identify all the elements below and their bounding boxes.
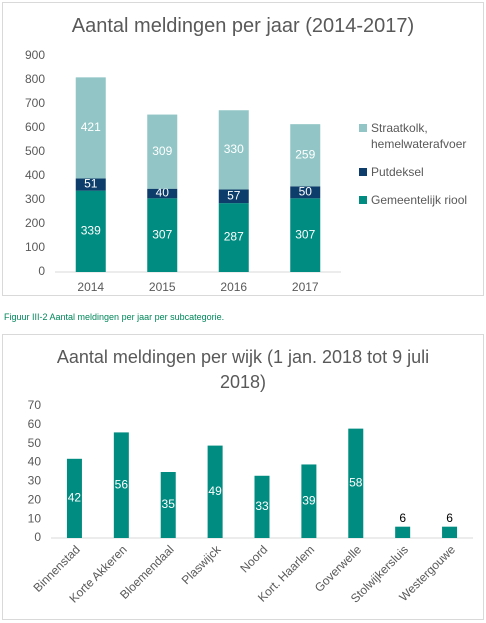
bar-segment: [75, 190, 106, 272]
y-tick-label: 60: [28, 417, 42, 431]
data-label: 6: [446, 511, 453, 525]
legend-swatch: [359, 168, 367, 176]
legend-label: Straatkolk, hemelwaterafvoer: [371, 121, 467, 151]
y-tick-label: 600: [25, 120, 45, 134]
data-label: 33: [255, 499, 269, 513]
y-tick-label: 0: [34, 530, 41, 544]
bar-segment: [290, 124, 321, 187]
y-tick-label: 800: [25, 72, 45, 86]
data-label: 307: [295, 227, 315, 241]
bar: [442, 526, 458, 538]
legend: Straatkolk, hemelwaterafvoer Putdeksel Gem…: [359, 120, 479, 220]
bar-segment: [218, 110, 249, 190]
y-tick-label: 700: [25, 96, 45, 110]
y-tick-label: 500: [25, 144, 45, 158]
bar-segment: [290, 186, 321, 199]
bar-segment: [75, 77, 106, 179]
y-tick-label: 900: [25, 48, 45, 62]
data-label: 307: [152, 227, 172, 241]
x-tick-label: Plaswijck: [179, 542, 224, 587]
chart-title: Aantal meldingen per jaar (2014-2017): [71, 15, 415, 37]
y-tick-label: 70: [28, 398, 42, 412]
bar: [395, 526, 411, 538]
chart-frame: 0 100 200 300 400 500 600 700 800 900 2014 339 51 421…: [2, 2, 484, 296]
legend-label: Putdeksel: [371, 165, 424, 179]
bar: [301, 464, 317, 538]
bar-segment: [290, 198, 321, 272]
legend-item: Straatkolk, hemelwaterafvoer: [359, 120, 479, 152]
data-label: 51: [84, 177, 98, 191]
chart: 0 100 200 300 400 500 600 700 800 900 2014 339 51 421…: [25, 48, 341, 294]
data-label: 58: [349, 475, 363, 489]
x-tick-label: Noord: [237, 542, 270, 575]
x-tick-label: 2016: [220, 280, 247, 294]
data-label: 56: [115, 477, 129, 491]
data-label: 35: [162, 497, 176, 511]
legend-swatch: [359, 196, 367, 204]
y-tick-label: 200: [25, 216, 45, 230]
data-label: 49: [208, 484, 222, 498]
x-tick-label: 2015: [149, 280, 176, 294]
data-label: 287: [224, 230, 244, 244]
data-label: 42: [68, 491, 82, 505]
data-label: 339: [81, 223, 101, 237]
bar: [66, 458, 82, 538]
y-tick-label: 300: [25, 192, 45, 206]
data-label: 57: [227, 188, 241, 202]
bar-segment: [147, 188, 178, 199]
chart-title: Aantal meldingen per wijk (1 jan. 2018 t…: [56, 347, 430, 392]
bar: [348, 428, 364, 538]
x-tick-label: 2017: [292, 280, 319, 294]
bar: [160, 472, 176, 538]
caption: Figuur III-2 Aantal meldingen per jaar p…: [4, 312, 225, 322]
y-tick-label: 400: [25, 168, 45, 182]
y-tick-label: 40: [28, 455, 42, 469]
bar: [254, 475, 270, 538]
data-label: 309: [152, 144, 172, 158]
data-label: 421: [81, 120, 101, 134]
chart-frame: 0 10 20 30 40 50 60 70 Binnenstad 42 Korte Akkeren…: [2, 334, 484, 620]
data-label: 330: [224, 142, 244, 156]
bar-segment: [218, 189, 249, 204]
bar-segment: [75, 178, 106, 191]
bar-segment: [218, 203, 249, 272]
bar: [207, 445, 223, 538]
data-label: 50: [299, 184, 313, 198]
data-label: 39: [302, 493, 316, 507]
y-tick-label: 0: [38, 264, 45, 278]
bar-segment: [147, 198, 178, 272]
data-label: 40: [156, 186, 170, 200]
x-tick-label: 2014: [77, 280, 104, 294]
bar-segment: [147, 114, 178, 189]
legend-label: Gemeentelijk riool: [371, 193, 468, 207]
bar: [113, 432, 129, 538]
legend-swatch: [359, 124, 367, 132]
data-label: 6: [399, 511, 406, 525]
y-tick-label: 100: [25, 240, 45, 254]
data-label: 259: [295, 147, 315, 161]
y-tick-label: 50: [28, 436, 42, 450]
y-tick-label: 30: [28, 474, 42, 488]
y-tick-label: 20: [28, 492, 42, 506]
y-tick-label: 10: [28, 511, 42, 525]
legend-item: Gemeentelijk riool: [359, 192, 479, 208]
legend-item: Putdeksel: [359, 164, 479, 180]
